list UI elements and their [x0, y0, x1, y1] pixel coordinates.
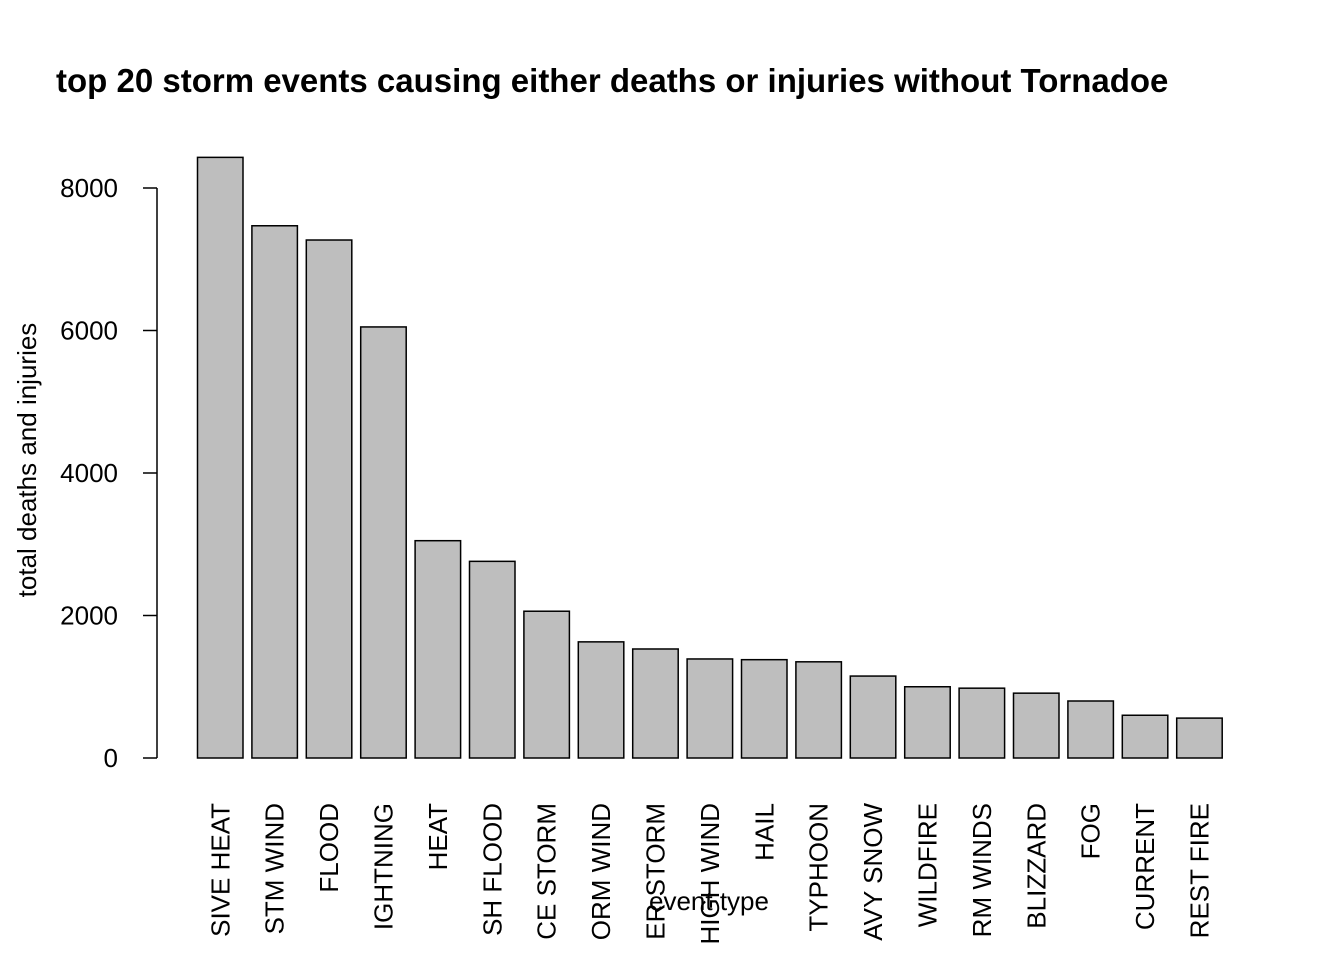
bar [631, 648, 679, 759]
bar [523, 610, 571, 759]
x-tick-label: HEAT [423, 803, 453, 871]
bar [686, 658, 734, 759]
x-tick-label: SIVE HEAT [205, 803, 235, 937]
bar [1067, 700, 1115, 759]
bar [1175, 717, 1223, 759]
x-axis-label: event type [649, 886, 769, 916]
bar [903, 686, 951, 759]
x-tick-label: RM WINDS [967, 803, 997, 937]
bar [849, 675, 897, 759]
x-tick-label: STM WIND [260, 803, 290, 934]
bar [196, 156, 244, 759]
bar [958, 687, 1006, 759]
x-tick-label: REST FIRE [1184, 803, 1214, 938]
x-tick-label: CURRENT [1130, 803, 1160, 930]
x-tick-label: SH FLOOD [477, 803, 507, 936]
x-tick-label: HIGH WIND [695, 803, 725, 945]
bar [305, 239, 353, 759]
y-tick-label: 2000 [60, 601, 118, 631]
x-tick-label: WILDFIRE [912, 803, 942, 927]
bar [1012, 692, 1060, 759]
bar [251, 225, 299, 759]
x-tick-label: ORM WIND [586, 803, 616, 940]
bar [468, 560, 516, 759]
bar [795, 661, 843, 759]
chart-title: top 20 storm events causing either death… [56, 62, 1168, 99]
x-tick-label: ER STORM [640, 803, 670, 940]
y-tick-label: 6000 [60, 316, 118, 346]
y-tick-label: 8000 [60, 173, 118, 203]
x-tick-label: FLOOD [314, 803, 344, 893]
y-tick-label: 4000 [60, 458, 118, 488]
x-tick-label: IGHTNING [368, 803, 398, 930]
x-tick-label: CE STORM [532, 803, 562, 940]
x-tick-label: HAIL [749, 803, 779, 861]
x-tick-label: TYPHOON [804, 803, 834, 932]
x-tick-label: AVY SNOW [858, 803, 888, 941]
bar [740, 658, 788, 759]
bar [1121, 714, 1169, 759]
bar [414, 539, 462, 759]
bar [359, 326, 407, 759]
y-axis-label: total deaths and injuries [12, 323, 42, 598]
x-tick-label: BLIZZARD [1021, 803, 1051, 929]
bar [577, 641, 625, 759]
x-tick-label: FOG [1076, 803, 1106, 859]
y-tick-label: 0 [104, 743, 118, 773]
